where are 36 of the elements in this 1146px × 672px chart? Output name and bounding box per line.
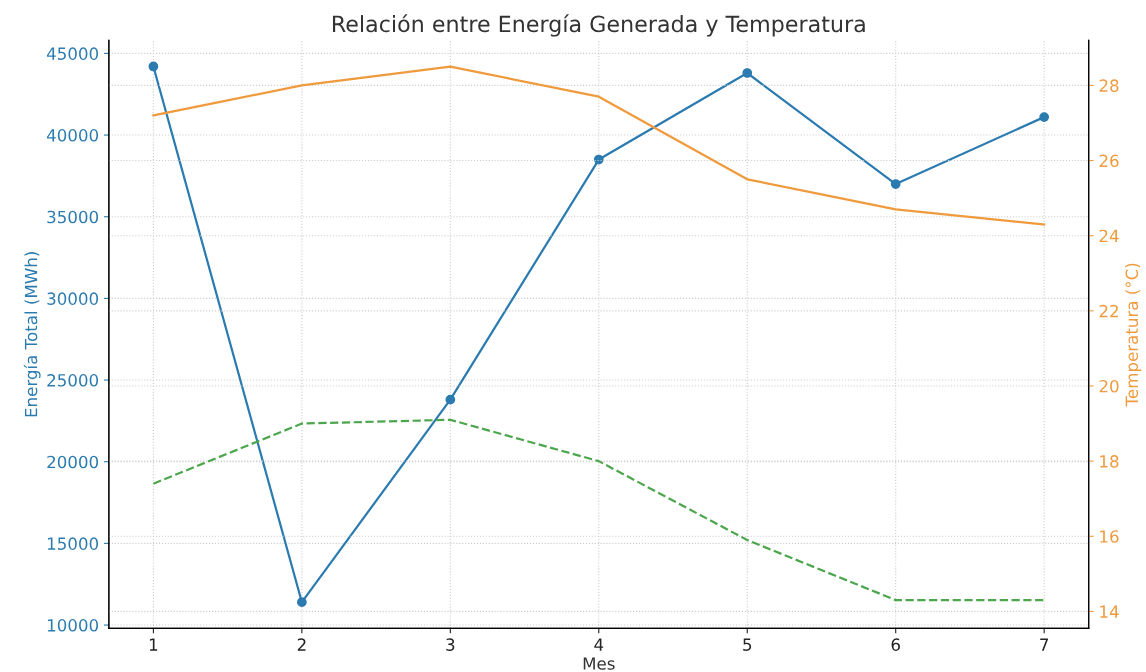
y-tick-label: 40000 — [46, 129, 99, 142]
point — [445, 394, 456, 405]
chart-title: Relación entre Energía Generada y Temperatura — [332, 14, 865, 37]
x-tick-label: 4 — [594, 638, 604, 651]
y2-tick-label: 18 — [1100, 455, 1119, 468]
y-tick-label: 15000 — [47, 537, 99, 550]
point — [297, 597, 307, 608]
x-tick-label: 7 — [1040, 638, 1049, 651]
y2-tick-label: 26 — [1099, 154, 1119, 168]
x-axis-title: Mes — [583, 657, 615, 670]
y-tick-label: 25000 — [47, 374, 99, 387]
x-tick-label: 2 — [297, 638, 306, 651]
y2-tick-label: 22 — [1099, 304, 1118, 318]
y2-tick-label: 24 — [1099, 229, 1119, 243]
y2-tick-label: 28 — [1099, 79, 1119, 92]
y-tick-label: 45000 — [46, 47, 99, 60]
y-axis-title: Energía Total (MWh) — [23, 252, 41, 417]
point — [148, 61, 159, 72]
y-tick-label: 35000 — [47, 210, 99, 224]
y-tick-label: 10000 — [47, 619, 99, 632]
point — [890, 179, 901, 189]
x-tick-label: 5 — [743, 638, 752, 651]
x-tick-label: 1 — [149, 638, 158, 651]
line-series — [152, 418, 1046, 602]
x-tick-label: 6 — [891, 638, 900, 651]
y2-tick-label: 20 — [1099, 379, 1119, 393]
x-tick-label: 3 — [446, 638, 455, 651]
y-tick-label: 20000 — [47, 455, 99, 469]
point — [742, 68, 753, 78]
y2-axis-title: Temperatura (°C) — [1125, 263, 1142, 407]
y-tick-label: 30000 — [47, 292, 99, 305]
y2-tick-label: 16 — [1100, 530, 1119, 543]
point — [1039, 112, 1050, 122]
point — [593, 154, 604, 165]
line-series — [152, 65, 1046, 226]
y2-tick-label: 14 — [1100, 605, 1119, 618]
